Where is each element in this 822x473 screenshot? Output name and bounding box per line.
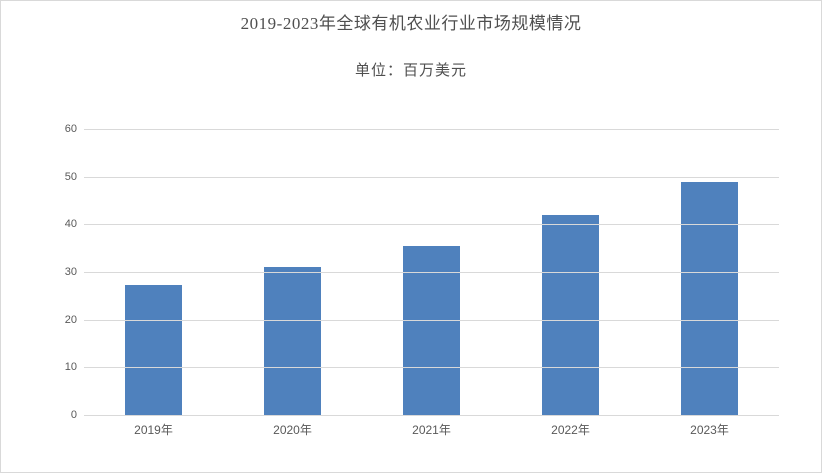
x-tick-label-2021年: 2021年 bbox=[412, 423, 451, 437]
x-axis-labels: 2019年 2020年 2021年 2022年 2023年 bbox=[84, 421, 779, 438]
bar-slot-2021年 bbox=[362, 129, 501, 415]
bar-2019年 bbox=[125, 284, 182, 415]
y-tick-label-20: 20 bbox=[64, 313, 77, 326]
gridline-y-10 bbox=[84, 367, 779, 369]
gridline-y-40 bbox=[84, 224, 779, 226]
gridline-y-30 bbox=[84, 272, 779, 273]
chart-title: 2019-2023年全球有机农业行业市场规模情况 bbox=[240, 14, 582, 33]
bar-2023年 bbox=[681, 181, 738, 415]
plot-area: 0 10 20 30 40 50 60 bbox=[65, 124, 779, 421]
chart-subtitle: 单位：百万美元 bbox=[354, 63, 467, 79]
y-tick-label-10: 10 bbox=[64, 361, 77, 374]
bars-row bbox=[84, 129, 779, 415]
y-tick-label-40: 40 bbox=[64, 218, 77, 231]
bar-slot-2023年 bbox=[640, 129, 779, 415]
gridline-y-50 bbox=[84, 176, 779, 178]
bar-slot-2022年 bbox=[501, 129, 640, 415]
gridline-y-0 bbox=[84, 415, 779, 416]
bar-2022年 bbox=[542, 214, 599, 415]
y-tick-label-50: 50 bbox=[64, 170, 77, 183]
x-tick-label-2023年: 2023年 bbox=[690, 423, 729, 437]
gridline-y-60 bbox=[84, 129, 779, 130]
x-tick-label-2019年: 2019年 bbox=[134, 423, 173, 437]
y-tick-label-30: 30 bbox=[64, 266, 77, 278]
bar-slot-2019年 bbox=[84, 129, 223, 415]
bar-2021年 bbox=[403, 245, 460, 415]
bar-2020年 bbox=[264, 267, 321, 415]
y-tick-label-60: 60 bbox=[64, 123, 77, 135]
y-tick-label-0: 0 bbox=[70, 409, 77, 421]
bar-slot-2020年 bbox=[223, 129, 362, 415]
x-tick-label-2020年: 2020年 bbox=[273, 423, 312, 437]
x-tick-label-2022年: 2022年 bbox=[551, 423, 590, 437]
gridline-y-20 bbox=[84, 319, 779, 321]
